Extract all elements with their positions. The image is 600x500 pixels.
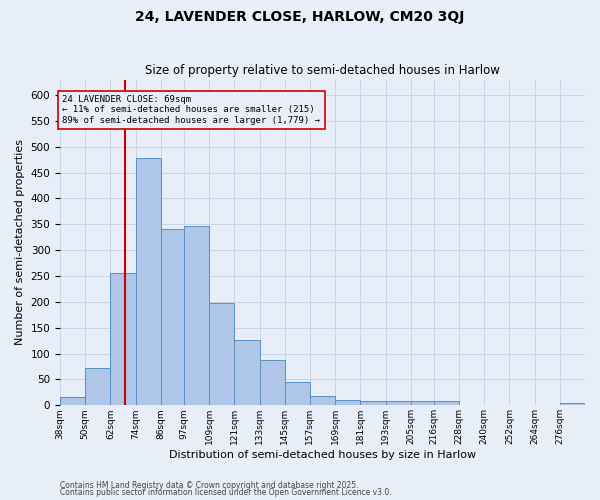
X-axis label: Distribution of semi-detached houses by size in Harlow: Distribution of semi-detached houses by …: [169, 450, 476, 460]
Bar: [560, 402, 585, 406]
Bar: [285, 382, 310, 406]
Bar: [209, 304, 235, 406]
Bar: [161, 230, 184, 406]
Bar: [184, 226, 209, 406]
Y-axis label: Number of semi-detached properties: Number of semi-detached properties: [15, 140, 25, 346]
Bar: [110, 274, 136, 406]
Bar: [85, 368, 110, 406]
Text: Contains public sector information licensed under the Open Government Licence v3: Contains public sector information licen…: [60, 488, 392, 497]
Bar: [335, 400, 361, 406]
Bar: [60, 396, 85, 406]
Bar: [386, 401, 411, 406]
Text: 24, LAVENDER CLOSE, HARLOW, CM20 3QJ: 24, LAVENDER CLOSE, HARLOW, CM20 3QJ: [136, 10, 464, 24]
Bar: [260, 360, 285, 406]
Bar: [136, 158, 161, 406]
Bar: [459, 405, 484, 406]
Bar: [509, 405, 535, 406]
Bar: [235, 340, 260, 406]
Text: 24 LAVENDER CLOSE: 69sqm
← 11% of semi-detached houses are smaller (215)
89% of : 24 LAVENDER CLOSE: 69sqm ← 11% of semi-d…: [62, 95, 320, 125]
Text: Contains HM Land Registry data © Crown copyright and database right 2025.: Contains HM Land Registry data © Crown c…: [60, 480, 359, 490]
Bar: [310, 396, 335, 406]
Bar: [411, 400, 434, 406]
Bar: [361, 401, 386, 406]
Title: Size of property relative to semi-detached houses in Harlow: Size of property relative to semi-detach…: [145, 64, 500, 77]
Bar: [434, 400, 459, 406]
